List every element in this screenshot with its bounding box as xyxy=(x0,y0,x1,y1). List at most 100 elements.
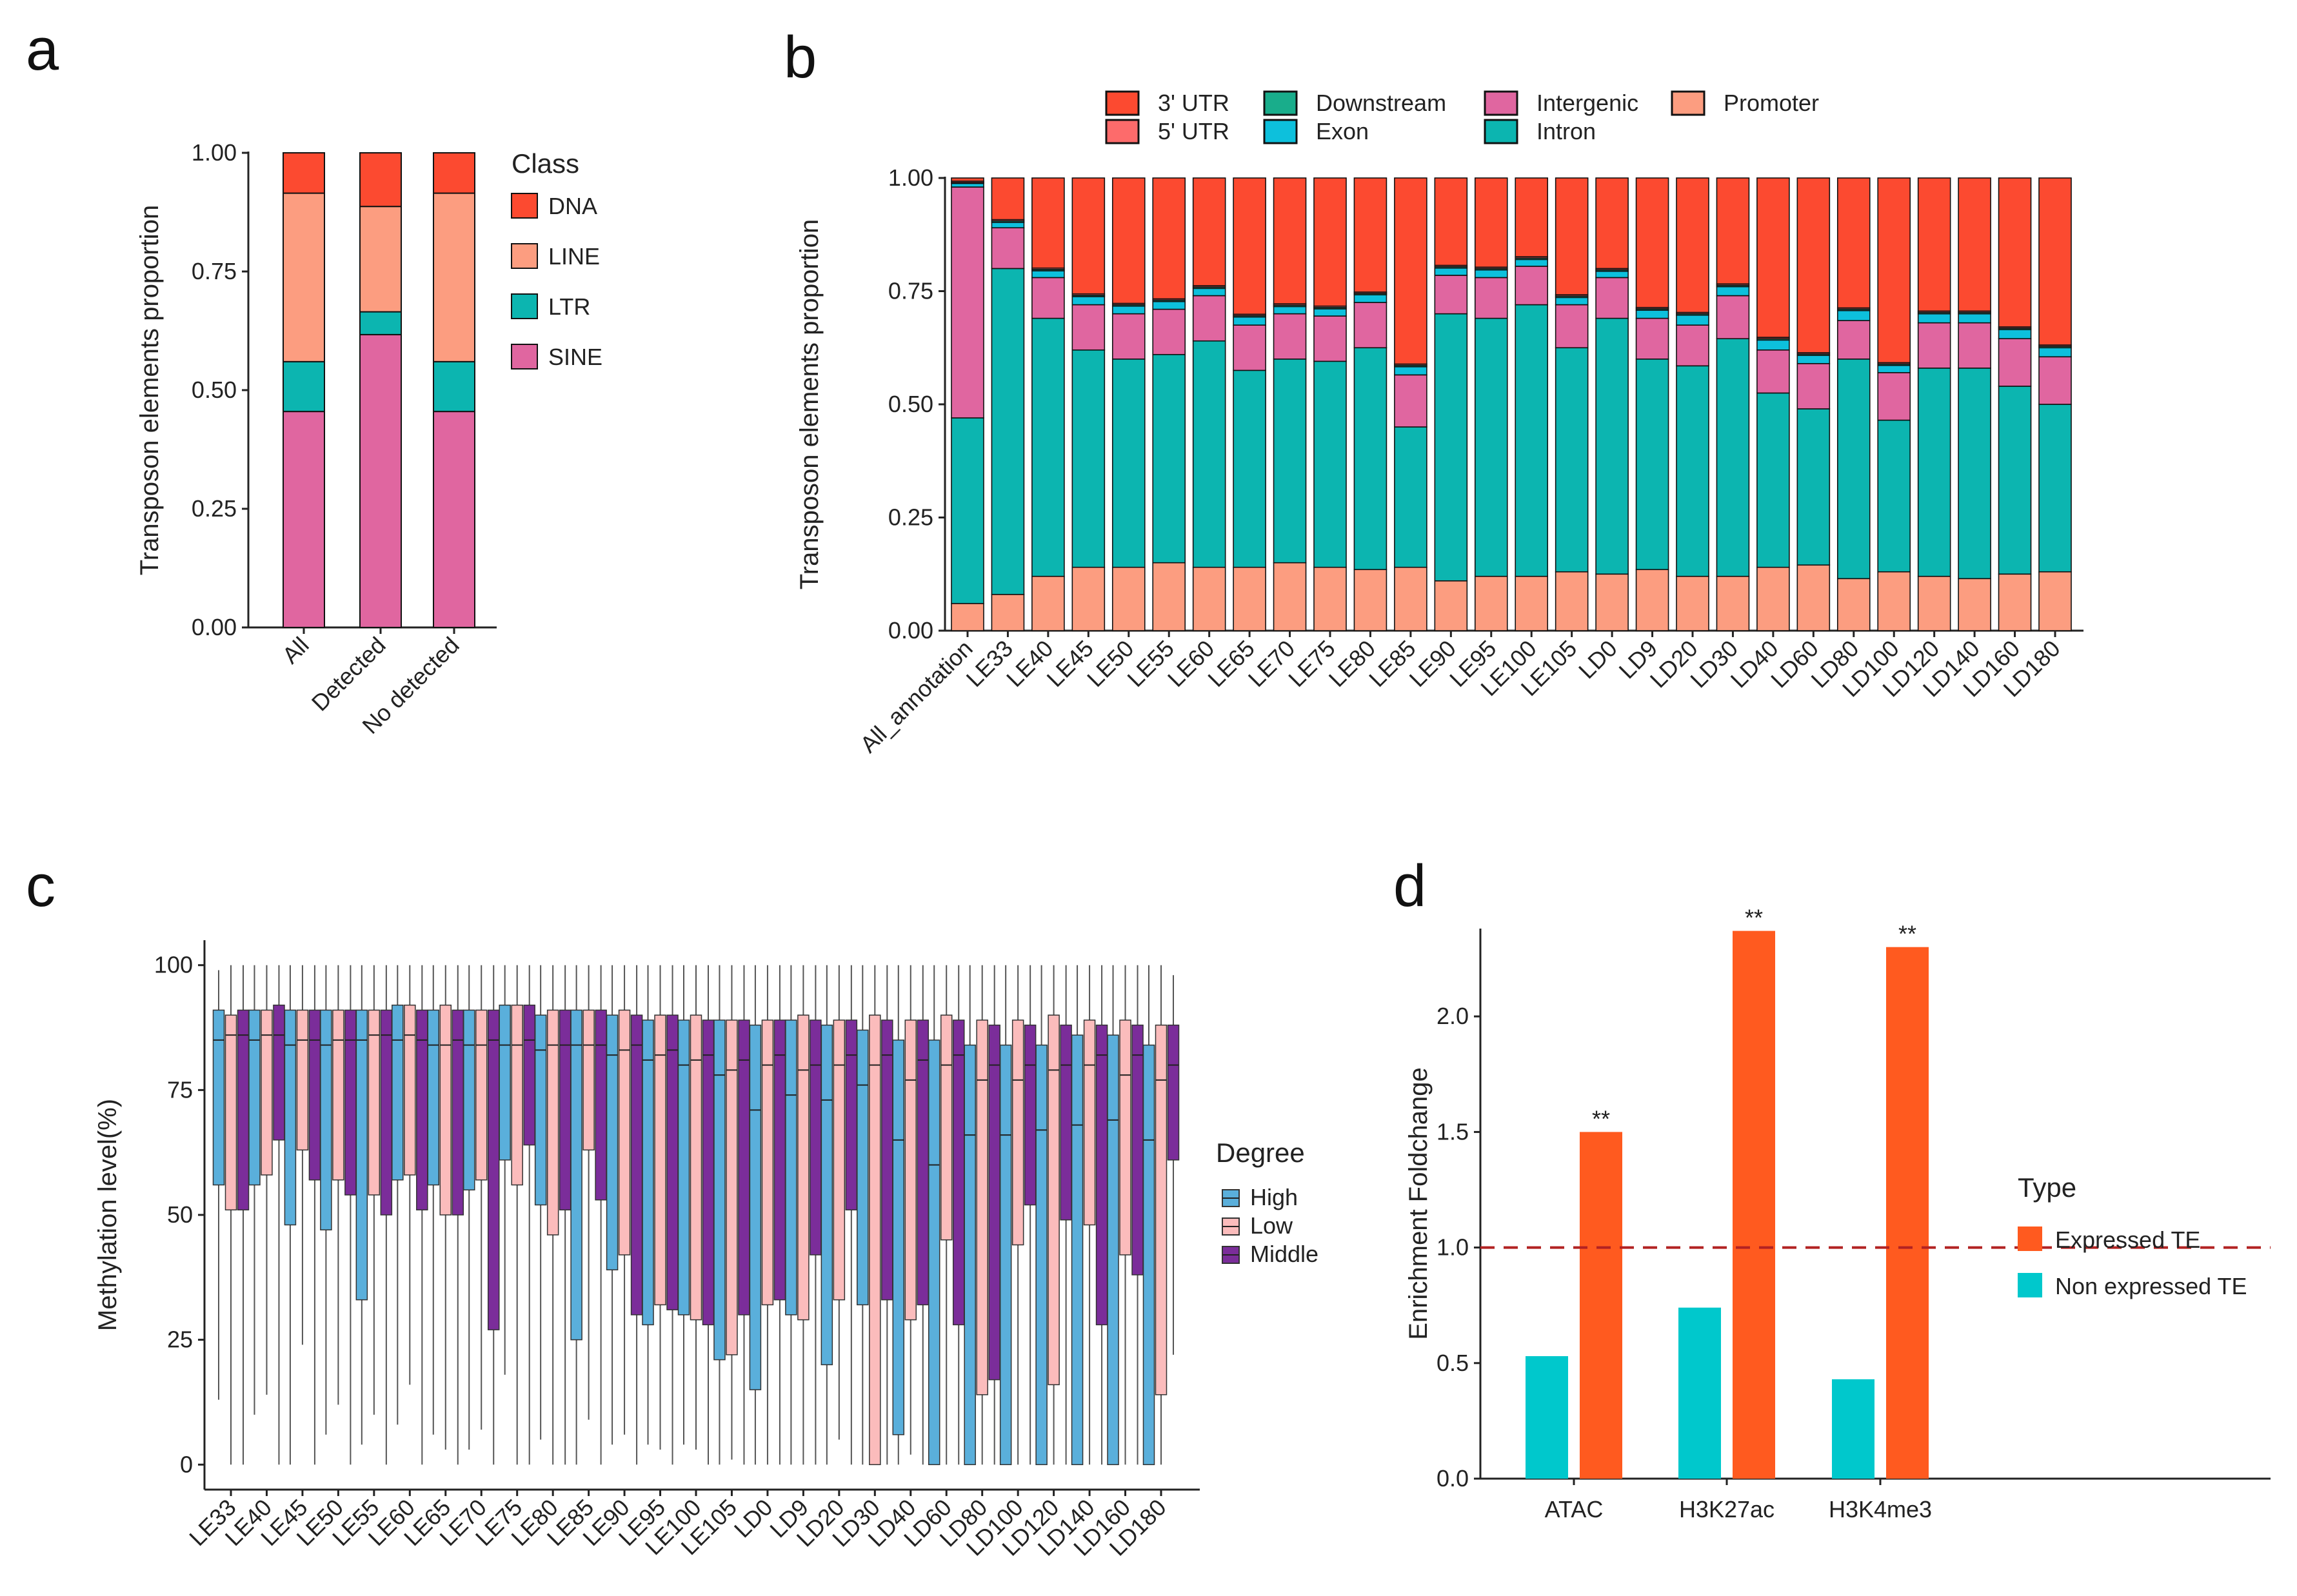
box-low-le95 xyxy=(654,1014,666,1306)
panel-label-b: b xyxy=(784,25,817,90)
box-low-le100 xyxy=(690,1014,702,1321)
bar-segment-intergenic-le85 xyxy=(1394,374,1427,428)
bar-expressed-te-h3k4me3 xyxy=(1886,947,1929,1479)
bar-non-expressed-te-h3k4me3 xyxy=(1832,1379,1874,1479)
bar-segment-3-utr-ld60 xyxy=(1796,177,1831,353)
box-middle-le33 xyxy=(237,1009,250,1211)
bar-segment-intron-le50 xyxy=(1111,358,1146,568)
box-low-ld40 xyxy=(904,1020,917,1321)
box-high-le95 xyxy=(642,1020,654,1326)
bar-segment-intergenic-le75 xyxy=(1313,315,1347,362)
box-high-ld100 xyxy=(999,1044,1012,1466)
bar-segment-intron-le80 xyxy=(1353,347,1387,571)
box-middle-le50 xyxy=(344,1009,357,1196)
bar-segment-3-utr-le45 xyxy=(1071,177,1106,295)
bar-segment-intergenic-le40 xyxy=(1031,277,1065,319)
bar-segment-3-utr-ld30 xyxy=(1716,177,1750,285)
bar-segment-3-utr-all-annotation xyxy=(951,177,984,182)
bar-segment-intron-all-annotation xyxy=(951,417,984,604)
y-tick-label: 0.50 xyxy=(192,377,237,403)
bar-segment-intergenic-le95 xyxy=(1474,277,1508,319)
bar-segment-promoter-le105 xyxy=(1555,571,1589,631)
bar-segment-exon-all-annotation xyxy=(951,182,984,188)
box-high-ld80 xyxy=(964,1044,976,1466)
legend-swatch-non-expressed-te xyxy=(2018,1273,2042,1297)
panel-label-d: d xyxy=(1393,853,1426,919)
box-low-ld120 xyxy=(1048,1014,1060,1386)
legend-label-low: Low xyxy=(1250,1212,1293,1239)
bar-segment-3-utr-le95 xyxy=(1474,177,1508,268)
box-high-ld160 xyxy=(1107,1034,1119,1466)
bar-segment-intron-le33 xyxy=(991,268,1025,595)
bar-segment-intron-le40 xyxy=(1031,317,1065,577)
bar-segment-intergenic-le70 xyxy=(1273,313,1307,360)
legend-label-promoter: Promoter xyxy=(1724,90,1819,116)
bar-segment-promoter-le40 xyxy=(1031,575,1065,631)
y-tick-label: 1.00 xyxy=(888,164,933,191)
y-tick-label: 1.00 xyxy=(192,139,237,166)
bar-segment-promoter-le70 xyxy=(1273,562,1307,631)
bar-segment-promoter-all-annotation xyxy=(951,603,984,631)
y-axis-title: Transposon elements proportion xyxy=(135,205,164,575)
y-axis-title: Methylation level(%) xyxy=(94,1099,122,1331)
panel-a-stacked-bar-chart: 0.00 0.25 0.50 0.75 1.00 Transposon elements … xyxy=(135,139,602,739)
box-low-le55 xyxy=(368,1009,381,1196)
box-high-ld30 xyxy=(857,1029,869,1306)
panel-label-a: a xyxy=(26,17,59,83)
bar-segment-exon-ld140 xyxy=(1958,313,1991,324)
bar-expressed-te-h3k27ac xyxy=(1733,931,1775,1479)
box-low-le40 xyxy=(261,1009,273,1176)
y-tick-label: 1.5 xyxy=(1437,1118,1469,1145)
bar-segment-promoter-le80 xyxy=(1353,569,1387,631)
legend-label-dna: DNA xyxy=(548,193,597,219)
legend-label-high: High xyxy=(1250,1184,1298,1210)
bar-segment-promoter-le90 xyxy=(1434,580,1468,631)
bar-segment-promoter-le33 xyxy=(991,594,1025,631)
bar-segment-3-utr-le75 xyxy=(1313,177,1347,307)
bar-segment-exon-ld60 xyxy=(1796,355,1831,364)
legend-swatch-exon xyxy=(1263,119,1298,144)
bar-segment-promoter-le85 xyxy=(1394,566,1427,631)
bar-segment-promoter-ld160 xyxy=(1998,573,2032,631)
legend-swatch-intron xyxy=(1484,119,1518,144)
bar-segment-intron-le65 xyxy=(1233,369,1266,568)
legend-title: Degree xyxy=(1216,1138,1305,1168)
bar-segment-line-no-detected xyxy=(433,192,475,362)
y-tick-label: 2.0 xyxy=(1437,1003,1469,1029)
box-middle-ld160 xyxy=(1131,1024,1144,1276)
legend-title: Class xyxy=(512,148,579,179)
box-high-le75 xyxy=(499,1004,511,1161)
significance-label-h3k27ac: ** xyxy=(1745,905,1763,931)
bar-segment-intron-ld80 xyxy=(1836,358,1871,580)
box-low-le45 xyxy=(296,1009,309,1151)
legend-label-5-utr: 5' UTR xyxy=(1158,118,1229,144)
box-low-le65 xyxy=(439,1004,452,1216)
bar-segment-exon-le75 xyxy=(1313,308,1347,317)
bar-segment-exon-le70 xyxy=(1273,306,1307,315)
bar-segment-line-detected xyxy=(359,206,402,313)
bar-segment-intron-ld60 xyxy=(1796,408,1831,566)
bar-segment-intergenic-ld100 xyxy=(1877,372,1911,421)
box-low-ld0 xyxy=(761,1020,774,1306)
bar-segment-promoter-le100 xyxy=(1515,575,1549,631)
box-middle-ld60 xyxy=(952,1020,965,1326)
bar-segment-promoter-ld100 xyxy=(1877,571,1911,631)
bar-segment-promoter-ld9 xyxy=(1635,569,1669,631)
box-middle-ld20 xyxy=(845,1020,858,1211)
legend-label-middle: Middle xyxy=(1250,1241,1318,1267)
bar-segment-promoter-ld140 xyxy=(1958,578,1991,631)
box-high-le65 xyxy=(427,1009,440,1186)
box-high-le60 xyxy=(392,1004,404,1181)
panel-d-bar-chart: 0.0 0.5 1.0 1.5 2.0 Enrichment Foldchange ** AT… xyxy=(1404,905,2271,1522)
bar-expressed-te-atac xyxy=(1580,1132,1622,1479)
bar-segment-intergenic-le55 xyxy=(1152,308,1186,355)
bar-segment-3-utr-le85 xyxy=(1394,177,1427,365)
bar-segment-intron-le85 xyxy=(1394,426,1427,568)
bar-segment-exon-le65 xyxy=(1233,316,1266,326)
bar-segment-intergenic-ld20 xyxy=(1676,324,1709,367)
bar-segment-intergenic-ld140 xyxy=(1958,322,1991,369)
bar-segment-intron-ld120 xyxy=(1917,368,1951,577)
box-low-le90 xyxy=(618,1009,631,1256)
box-low-le50 xyxy=(332,1009,344,1181)
